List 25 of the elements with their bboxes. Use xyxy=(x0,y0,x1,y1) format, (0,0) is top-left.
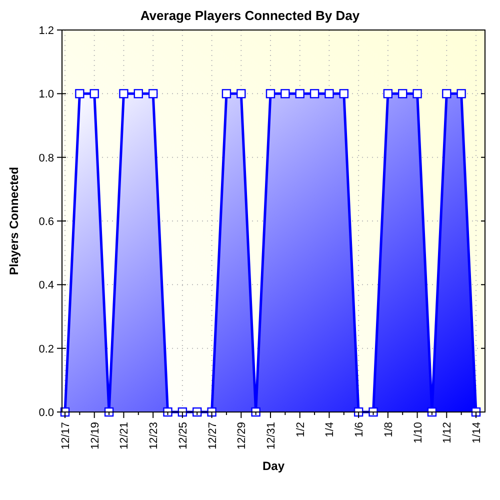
x-axis-title: Day xyxy=(262,459,285,473)
y-tick-label: 0.4 xyxy=(38,280,54,292)
x-tick-label: 12/29 xyxy=(236,422,248,450)
x-tick-label: 12/25 xyxy=(177,422,190,450)
y-tick-label: 1.0 xyxy=(38,88,54,101)
y-tick-label: 0.0 xyxy=(38,407,54,419)
x-tick-label: 1/2 xyxy=(294,422,307,438)
x-tick-label: 1/8 xyxy=(382,422,395,438)
y-axis-title: Players Connected xyxy=(7,166,21,276)
x-tick-label: 1/12 xyxy=(442,422,454,444)
x-tick-label: 1/6 xyxy=(354,422,366,438)
x-tick-label: 12/23 xyxy=(148,422,160,450)
x-tick-label: 12/19 xyxy=(89,422,102,450)
x-tick-label: 12/21 xyxy=(118,422,131,450)
x-tick-label: 12/31 xyxy=(266,422,278,450)
y-tick-label: 0.6 xyxy=(38,216,54,228)
x-tick-label: 1/10 xyxy=(412,422,424,444)
x-tick-label: 12/17 xyxy=(60,422,72,450)
y-tick-label: 0.8 xyxy=(38,152,54,164)
x-tick-label: 1/4 xyxy=(324,422,336,438)
y-tick-label: 1.2 xyxy=(38,25,54,37)
x-tick-label: 1/14 xyxy=(471,422,483,444)
x-tick-label: 12/27 xyxy=(206,422,219,450)
y-tick-label: 0.2 xyxy=(38,343,54,356)
chart-title: Average Players Connected By Day xyxy=(140,8,360,23)
